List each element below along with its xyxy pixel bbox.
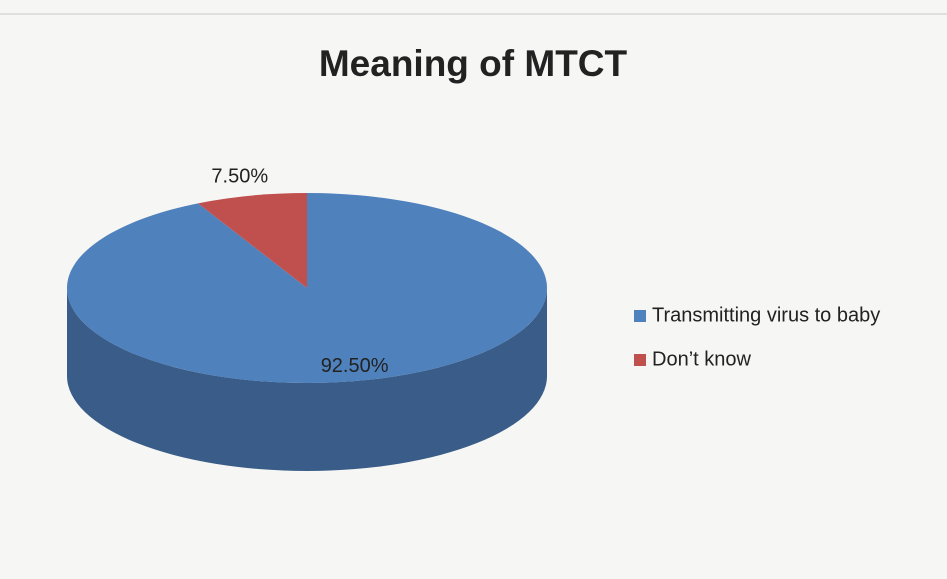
data-label: 92.50% <box>321 355 389 377</box>
data-label: 7.50% <box>211 165 268 187</box>
legend-swatch <box>634 354 646 366</box>
legend-label: Transmitting virus to baby <box>652 304 880 326</box>
pie-slice <box>67 193 548 383</box>
pie-side <box>67 288 547 471</box>
pie-slice <box>198 193 307 288</box>
chart-title: Meaning of MTCT <box>319 43 628 84</box>
legend-label: Don’t know <box>652 348 751 370</box>
legend-swatch <box>634 310 646 322</box>
